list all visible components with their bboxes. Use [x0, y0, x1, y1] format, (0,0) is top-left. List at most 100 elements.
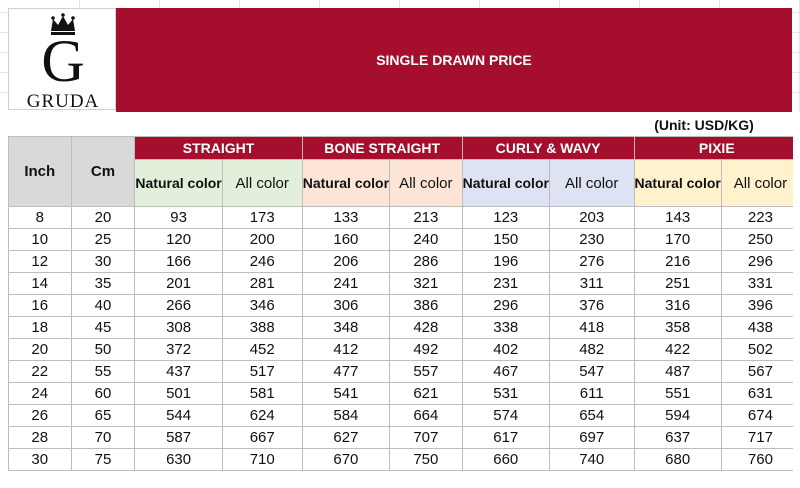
cell-curly-wavy-natural: 660 — [461, 448, 550, 471]
cell-curly-wavy-all-color: 418 — [548, 316, 635, 339]
cell-straight-all-color: 246 — [221, 250, 303, 273]
group-header-bone-straight: BONE STRAIGHT — [301, 136, 463, 160]
cell-bone-straight-natural: 348 — [301, 316, 391, 339]
cell-pixie-natural: 594 — [633, 404, 722, 427]
cell-cm: 60 — [70, 382, 136, 405]
cell-pixie-natural: 487 — [633, 360, 722, 383]
table-row: 10 25 120 200 160 240 150 230 170 250 — [8, 228, 800, 251]
table-row: 8 20 93 173 133 213 123 203 143 223 — [8, 206, 800, 229]
table-row: 20 50 372 452 412 492 402 482 422 502 — [8, 338, 800, 361]
cell-cm: 35 — [70, 272, 136, 295]
cell-cm: 30 — [70, 250, 136, 273]
header-cm: Cm — [70, 136, 136, 207]
cell-straight-natural: 120 — [134, 228, 223, 251]
cell-inch: 26 — [8, 404, 72, 427]
cell-curly-wavy-natural: 402 — [461, 338, 550, 361]
cell-inch: 22 — [8, 360, 72, 383]
cell-straight-all-color: 200 — [221, 228, 303, 251]
cell-straight-all-color: 452 — [221, 338, 303, 361]
cell-inch: 20 — [8, 338, 72, 361]
cell-bone-straight-natural: 584 — [301, 404, 391, 427]
cell-bone-straight-all-color: 492 — [389, 338, 463, 361]
cell-curly-wavy-all-color: 276 — [548, 250, 635, 273]
cell-inch: 10 — [8, 228, 72, 251]
title-banner: SINGLE DRAWN PRICE — [116, 8, 792, 112]
group-header-pixie: PIXIE — [633, 136, 800, 160]
cell-pixie-all-color: 631 — [720, 382, 800, 405]
cell-inch: 16 — [8, 294, 72, 317]
cell-curly-wavy-natural: 123 — [461, 206, 550, 229]
cell-curly-wavy-natural: 531 — [461, 382, 550, 405]
subheader-natural-color: Natural color — [301, 159, 391, 207]
cell-cm: 25 — [70, 228, 136, 251]
cell-bone-straight-natural: 160 — [301, 228, 391, 251]
cell-bone-straight-natural: 133 — [301, 206, 391, 229]
cell-cm: 50 — [70, 338, 136, 361]
cell-bone-straight-natural: 306 — [301, 294, 391, 317]
cell-straight-natural: 201 — [134, 272, 223, 295]
table-row: 28 70 587 667 627 707 617 697 637 717 — [8, 426, 800, 449]
unit-note: (Unit: USD/KG) — [654, 117, 754, 133]
cell-bone-straight-natural: 477 — [301, 360, 391, 383]
cell-pixie-natural: 316 — [633, 294, 722, 317]
cell-bone-straight-all-color: 213 — [389, 206, 463, 229]
cell-inch: 28 — [8, 426, 72, 449]
cell-straight-natural: 437 — [134, 360, 223, 383]
price-table-body: 8 20 93 173 133 213 123 203 143 223 10 25 120 200 160 2… — [8, 206, 800, 471]
cell-pixie-natural: 358 — [633, 316, 722, 339]
cell-pixie-natural: 251 — [633, 272, 722, 295]
logo-wordmark: GRUDA — [26, 91, 100, 112]
table-row: 14 35 201 281 241 321 231 311 251 331 — [8, 272, 800, 295]
cell-cm: 45 — [70, 316, 136, 339]
cell-pixie-all-color: 296 — [720, 250, 800, 273]
subheader-natural-color: Natural color — [461, 159, 550, 207]
cell-inch: 8 — [8, 206, 72, 229]
cell-bone-straight-natural: 206 — [301, 250, 391, 273]
header-inch: Inch — [8, 136, 72, 207]
cell-straight-natural: 93 — [134, 206, 223, 229]
cell-straight-natural: 372 — [134, 338, 223, 361]
cell-curly-wavy-all-color: 547 — [548, 360, 635, 383]
cell-pixie-all-color: 250 — [720, 228, 800, 251]
cell-curly-wavy-natural: 617 — [461, 426, 550, 449]
group-header-straight: STRAIGHT — [134, 136, 303, 160]
cell-bone-straight-all-color: 428 — [389, 316, 463, 339]
cell-curly-wavy-all-color: 740 — [548, 448, 635, 471]
cell-bone-straight-natural: 627 — [301, 426, 391, 449]
cell-curly-wavy-all-color: 311 — [548, 272, 635, 295]
cell-bone-straight-natural: 412 — [301, 338, 391, 361]
cell-curly-wavy-natural: 231 — [461, 272, 550, 295]
cell-inch: 12 — [8, 250, 72, 273]
cell-curly-wavy-natural: 574 — [461, 404, 550, 427]
cell-bone-straight-all-color: 557 — [389, 360, 463, 383]
page-title: SINGLE DRAWN PRICE — [376, 52, 532, 68]
cell-pixie-all-color: 674 — [720, 404, 800, 427]
cell-straight-all-color: 710 — [221, 448, 303, 471]
cell-curly-wavy-all-color: 697 — [548, 426, 635, 449]
cell-straight-natural: 166 — [134, 250, 223, 273]
cell-bone-straight-natural: 541 — [301, 382, 391, 405]
cell-bone-straight-all-color: 664 — [389, 404, 463, 427]
cell-pixie-natural: 680 — [633, 448, 722, 471]
subheader-natural-color: Natural color — [633, 159, 722, 207]
cell-curly-wavy-all-color: 376 — [548, 294, 635, 317]
cell-straight-all-color: 388 — [221, 316, 303, 339]
cell-pixie-all-color: 717 — [720, 426, 800, 449]
cell-straight-all-color: 173 — [221, 206, 303, 229]
sheet-edge — [793, 112, 800, 488]
cell-pixie-natural: 551 — [633, 382, 722, 405]
cell-bone-straight-all-color: 621 — [389, 382, 463, 405]
cell-inch: 14 — [8, 272, 72, 295]
cell-pixie-natural: 143 — [633, 206, 722, 229]
table-row: 26 65 544 624 584 664 574 654 594 674 — [8, 404, 800, 427]
cell-straight-all-color: 667 — [221, 426, 303, 449]
cell-curly-wavy-natural: 467 — [461, 360, 550, 383]
cell-straight-all-color: 624 — [221, 404, 303, 427]
cell-bone-straight-all-color: 286 — [389, 250, 463, 273]
cell-inch: 30 — [8, 448, 72, 471]
cell-curly-wavy-all-color: 611 — [548, 382, 635, 405]
subheader-all-color: All color — [548, 159, 635, 207]
cell-curly-wavy-all-color: 203 — [548, 206, 635, 229]
cell-bone-straight-natural: 670 — [301, 448, 391, 471]
group-header-curly-wavy: CURLY & WAVY — [461, 136, 635, 160]
